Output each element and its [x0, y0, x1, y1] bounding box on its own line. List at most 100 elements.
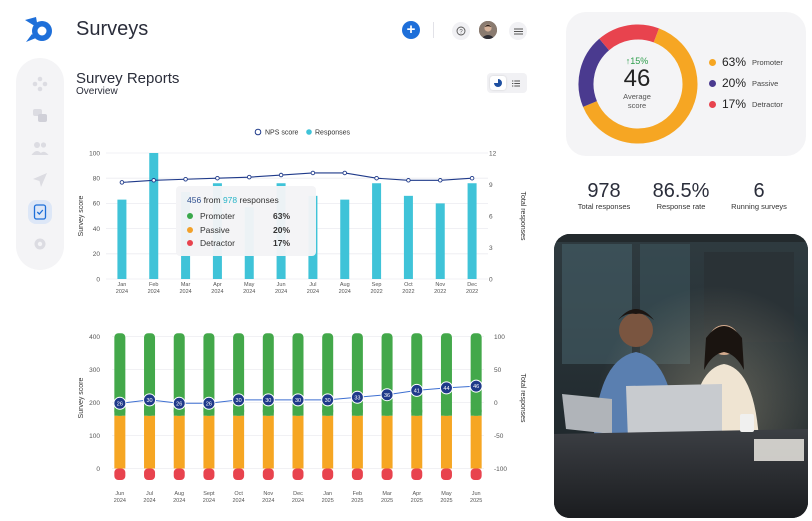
nps-score-line — [121, 172, 473, 183]
chat-bubbles-icon — [33, 109, 47, 122]
responses-bar — [149, 153, 159, 279]
view-toggle — [487, 73, 527, 93]
menu-button[interactable] — [509, 22, 527, 40]
responses-bar — [117, 199, 127, 279]
x-tick-year: 2024 — [262, 498, 274, 504]
passive-bar-segment — [262, 415, 274, 469]
x-tick-year: 2025 — [322, 498, 334, 504]
y-tick-label: 80 — [93, 176, 101, 183]
x-tick-month: Nov — [263, 491, 273, 497]
x-tick-year: 2024 — [232, 498, 244, 504]
x-tick-year: 2025 — [470, 498, 482, 504]
nps-point-label: 26 — [206, 401, 212, 407]
nps-score-point — [374, 175, 379, 181]
y-tick-label: 400 — [89, 334, 100, 341]
legend-dot — [709, 59, 716, 66]
x-tick-year: 2024 — [339, 289, 351, 295]
x-tick-year: 2022 — [370, 289, 382, 295]
passive-bar-segment — [411, 415, 423, 469]
x-tick-year: 2022 — [466, 289, 478, 295]
responses-bar — [340, 199, 350, 279]
nav-item-settings[interactable] — [28, 232, 52, 256]
promoter-bar-segment — [203, 333, 215, 416]
nps-point — [232, 393, 246, 407]
y-tick-label: 200 — [89, 400, 100, 407]
nav-item-send[interactable] — [28, 168, 52, 192]
tooltip-row-passive: Passive 20% — [187, 225, 305, 237]
detractor-bar-segment — [292, 468, 304, 481]
nav-item-chat[interactable] — [28, 104, 52, 128]
y2-tick-label: 100 — [494, 334, 505, 341]
x-tick-month: Jul — [309, 282, 316, 288]
x-tick-year: 2024 — [114, 498, 126, 504]
x-tick-month: Jul — [146, 491, 153, 497]
nps-point — [410, 383, 424, 397]
nps-point — [202, 396, 216, 410]
x-tick-month: Feb — [149, 282, 158, 288]
tooltip-responses: responses — [239, 195, 279, 205]
promoter-bar-segment — [233, 409, 245, 416]
legend-nps-marker — [254, 128, 262, 136]
kpi-total-responses: 978 Total responses — [564, 180, 644, 211]
svg-text:?: ? — [459, 29, 463, 35]
nav-item-surveys[interactable] — [28, 200, 52, 224]
passive-bar-segment — [173, 415, 185, 469]
settings-icon — [34, 238, 46, 250]
nps-point-label: 46 — [473, 384, 479, 390]
tooltip-row-promoter: Promoter 63% — [187, 211, 305, 223]
nps-point-label: 44 — [443, 386, 449, 392]
list-view-button[interactable] — [508, 76, 524, 90]
promoter-bar-segment — [381, 409, 393, 416]
app-logo-icon[interactable] — [22, 14, 56, 44]
chart-view-button[interactable] — [490, 76, 506, 90]
x-tick-month: Jun — [472, 491, 481, 497]
help-icon: ? — [456, 26, 466, 36]
legend-label: Detractor — [752, 100, 783, 109]
tooltip-value: 17% — [273, 238, 291, 248]
y-axis-label: Survey score — [78, 377, 85, 418]
responses-bar — [372, 183, 382, 279]
y-tick-label: 0 — [96, 466, 100, 473]
nps-point — [113, 396, 127, 410]
tooltip-header: 456 from 978 responses — [187, 195, 279, 205]
x-tick-year: 2024 — [307, 289, 319, 295]
x-tick-year: 2024 — [275, 289, 287, 295]
donut-center: ↑15% 46 Average score — [606, 56, 668, 110]
x-tick-month: Feb — [353, 491, 362, 497]
add-button[interactable]: + — [402, 21, 420, 39]
user-avatar[interactable] — [479, 21, 497, 39]
nav-item-users[interactable] — [28, 136, 52, 160]
passive-bar-segment — [322, 415, 334, 469]
x-tick-month: Mar — [181, 282, 191, 288]
y2-tick-label: 50 — [494, 367, 502, 374]
nps-score-point — [246, 174, 252, 180]
tooltip-value: 20% — [273, 225, 291, 235]
passive-bar-segment — [351, 415, 363, 469]
passive-bar-segment — [381, 415, 393, 469]
promoter-bar-segment — [262, 409, 274, 416]
y2-tick-label: -100 — [494, 466, 507, 473]
x-tick-year: 2024 — [143, 498, 155, 504]
users-icon — [31, 142, 49, 155]
detractor-bar-segment — [351, 468, 363, 481]
legend-value: 63% — [722, 55, 747, 69]
nps-point-label: 36 — [384, 393, 390, 399]
y2-tick-label: 9 — [489, 182, 493, 189]
x-tick-year: 2025 — [381, 498, 393, 504]
promoter-bar-segment — [114, 333, 126, 416]
x-tick-year: 2024 — [116, 289, 128, 295]
x-tick-year: 2025 — [351, 498, 363, 504]
x-tick-year: 2025 — [411, 498, 423, 504]
x-tick-month: Dec — [293, 491, 303, 497]
help-button[interactable]: ? — [452, 22, 470, 40]
nav-item-network[interactable] — [28, 72, 52, 96]
legend-label: Passive — [752, 79, 779, 88]
x-tick-year: 2024 — [211, 289, 223, 295]
tooltip-total: 978 — [222, 195, 238, 205]
promoter-bar-segment — [173, 409, 185, 416]
x-tick-year: 2025 — [440, 498, 452, 504]
nps-point — [143, 393, 157, 407]
legend-promoter: 63% Promoter — [709, 55, 801, 71]
x-tick-month: Jan — [323, 491, 332, 497]
tooltip-row-detractor: Detractor 17% — [187, 238, 305, 250]
